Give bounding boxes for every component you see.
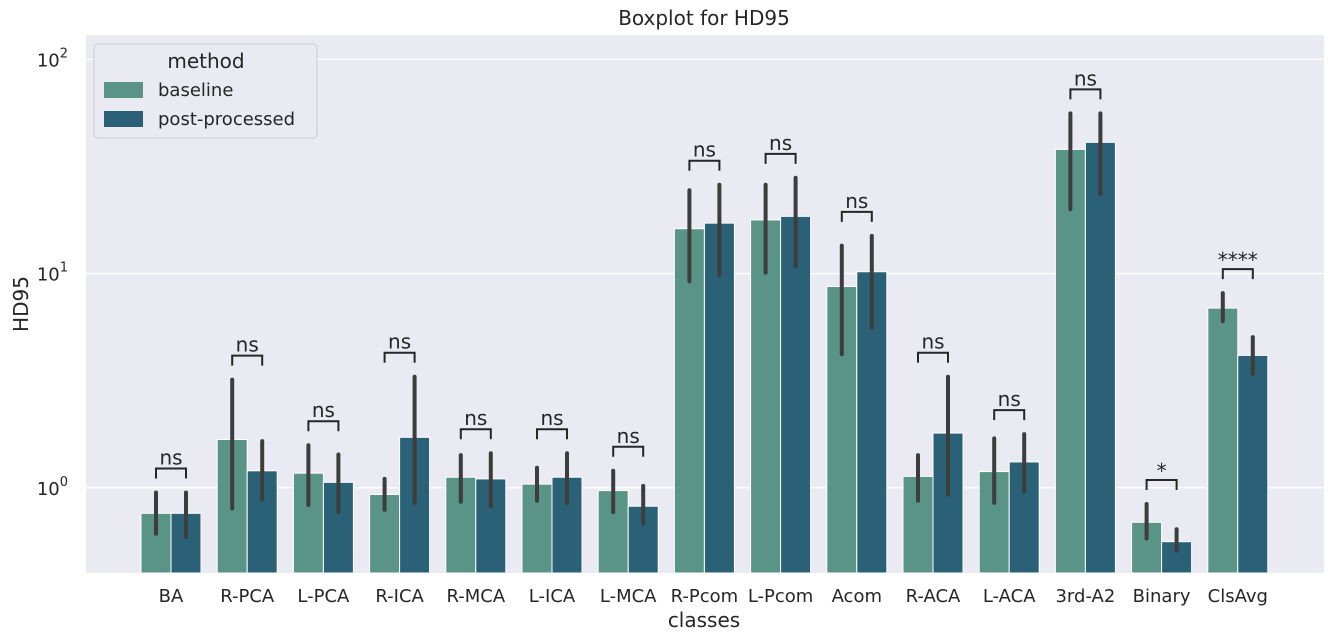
significance-bracket-ba bbox=[155, 467, 187, 479]
bars bbox=[140, 141, 1269, 574]
significance-bracket-l-aca bbox=[993, 409, 1026, 421]
y-tick-label: 100 bbox=[37, 475, 68, 500]
x-tick-label-l-ica: L-ICA bbox=[529, 586, 576, 607]
significance-label-r-aca: ns bbox=[921, 330, 944, 354]
y-tick-label: 102 bbox=[37, 46, 68, 71]
significance-bracket-r-aca bbox=[917, 351, 949, 363]
legend-box bbox=[93, 43, 318, 139]
x-axis-ticks: BA R-PCA L-PCA R-ICA R-MCA L-ICA L-MCA R-Pcom L-… bbox=[159, 586, 1268, 607]
significance-label-3rd-a2: ns bbox=[1074, 66, 1097, 90]
significance-label-l-mca: ns bbox=[617, 424, 640, 448]
x-tick-label-3rd-a2: 3rd-A2 bbox=[1055, 586, 1115, 607]
significance-bracket-r-pcom bbox=[688, 159, 721, 171]
bar-baseline-3rd-a2 bbox=[1054, 148, 1086, 574]
error-bars bbox=[154, 111, 1255, 553]
significance-label-r-ica: ns bbox=[388, 330, 411, 354]
significance-bracket-r-pca bbox=[231, 354, 264, 366]
significance-label-l-ica: ns bbox=[540, 406, 563, 430]
x-axis-label: classes bbox=[668, 608, 740, 632]
x-tick-label-clsavg: ClsAvg bbox=[1208, 586, 1268, 607]
legend-label-post-processed: post-processed bbox=[158, 109, 295, 130]
significance-bracket-r-mca bbox=[459, 428, 492, 440]
significance-bracket-l-pca bbox=[307, 420, 340, 432]
bar-post-processed-clsavg bbox=[1237, 354, 1269, 574]
legend-label-baseline: baseline bbox=[158, 80, 233, 101]
significance-label-r-pca: ns bbox=[236, 333, 259, 357]
x-tick-label-acom: Acom bbox=[832, 586, 882, 607]
significance-label-ba: ns bbox=[159, 446, 182, 470]
significance-label-l-pcom: ns bbox=[769, 131, 792, 155]
significance-bracket-clsavg bbox=[1221, 268, 1254, 280]
x-tick-label-r-mca: R-MCA bbox=[446, 586, 505, 607]
y-tick-label: 101 bbox=[37, 261, 68, 286]
x-tick-label-binary: Binary bbox=[1133, 586, 1191, 607]
significance-bracket-l-ica bbox=[536, 428, 568, 440]
significance-label-acom: ns bbox=[845, 189, 868, 213]
x-tick-label-l-mca: L-MCA bbox=[600, 586, 657, 607]
x-tick-label-r-ica: R-ICA bbox=[375, 586, 424, 607]
x-tick-label-r-pcom: R-Pcom bbox=[671, 586, 739, 607]
legend-title: method bbox=[167, 49, 244, 73]
significance-bracket-r-ica bbox=[383, 351, 416, 363]
x-tick-label-ba: BA bbox=[159, 586, 184, 607]
legend-swatch-baseline bbox=[104, 82, 143, 98]
bar-baseline-clsavg bbox=[1207, 307, 1239, 574]
chart-title: Boxplot for HD95 bbox=[618, 6, 790, 30]
bar-post-processed-r-pcom bbox=[703, 222, 735, 574]
x-tick-label-l-pcom: L-Pcom bbox=[748, 586, 814, 607]
significance-bracket-l-pcom bbox=[764, 152, 797, 164]
y-axis-ticks: 100 101 102 bbox=[37, 46, 68, 499]
significance-label-binary: * bbox=[1157, 459, 1167, 483]
bar-post-processed-l-pcom bbox=[780, 215, 812, 574]
x-tick-label-l-pca: L-PCA bbox=[297, 586, 350, 607]
legend-swatch-post-processed bbox=[104, 111, 143, 127]
significance-label-l-pca: ns bbox=[312, 398, 335, 422]
x-tick-label-r-pca: R-PCA bbox=[220, 586, 275, 607]
significance-bracket-binary bbox=[1145, 478, 1178, 490]
y-axis-label: HD95 bbox=[9, 276, 33, 332]
significance-bracket-3rd-a2 bbox=[1069, 88, 1102, 100]
significance-bracket-acom bbox=[840, 210, 873, 222]
significance-label-r-mca: ns bbox=[464, 406, 487, 430]
x-tick-label-l-aca: L-ACA bbox=[983, 586, 1036, 607]
significance-label-l-aca: ns bbox=[998, 387, 1021, 411]
significance-label-r-pcom: ns bbox=[693, 138, 716, 162]
bar-baseline-l-pcom bbox=[750, 219, 782, 574]
x-tick-label-r-aca: R-ACA bbox=[906, 586, 961, 607]
significance-bracket-l-mca bbox=[612, 445, 645, 457]
significance-label-clsavg: **** bbox=[1218, 248, 1258, 272]
legend: method baseline post-processed bbox=[93, 43, 318, 139]
bar-post-processed-3rd-a2 bbox=[1084, 141, 1116, 574]
